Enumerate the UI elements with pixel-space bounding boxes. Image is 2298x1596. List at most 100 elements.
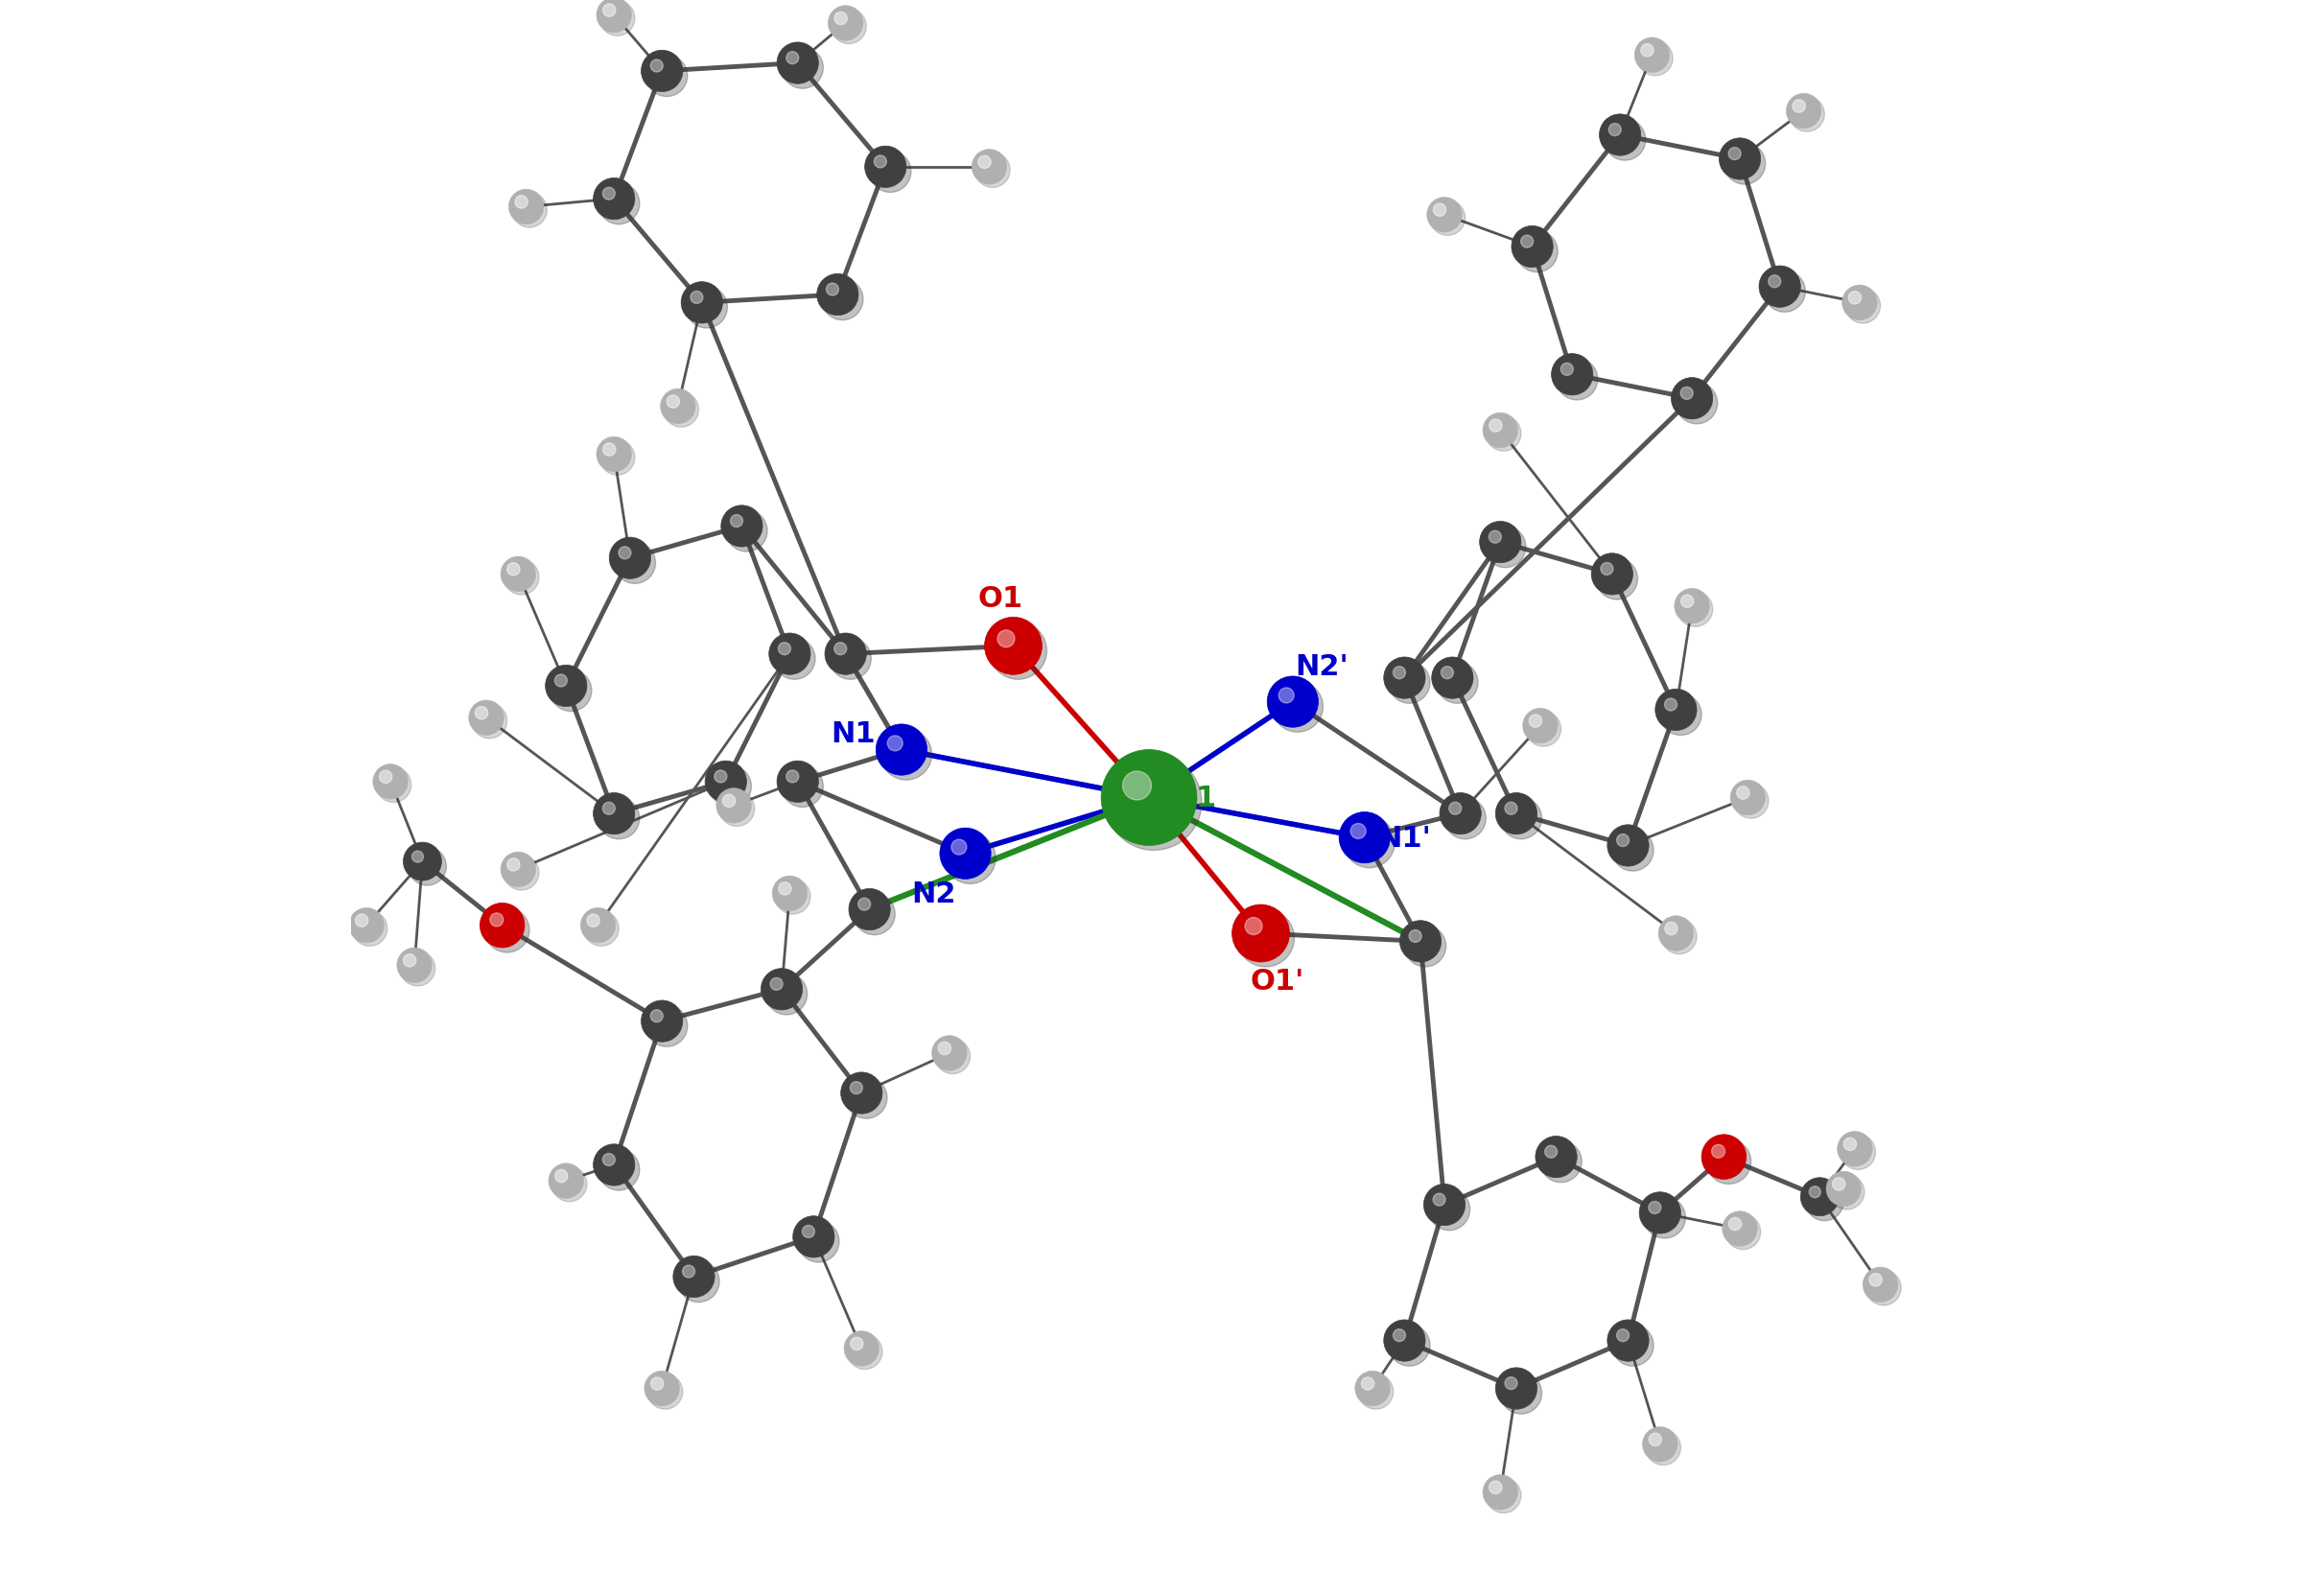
Circle shape <box>1678 592 1712 627</box>
Circle shape <box>1659 916 1694 951</box>
Circle shape <box>1266 677 1319 728</box>
Circle shape <box>1360 1377 1374 1390</box>
Circle shape <box>779 883 791 895</box>
Circle shape <box>609 538 650 579</box>
Circle shape <box>1590 554 1634 595</box>
Circle shape <box>650 61 664 73</box>
Circle shape <box>777 43 818 85</box>
Circle shape <box>1399 921 1441 962</box>
Circle shape <box>1101 750 1197 846</box>
Circle shape <box>834 13 848 26</box>
Circle shape <box>1606 825 1650 867</box>
Circle shape <box>508 859 519 871</box>
Circle shape <box>554 1170 568 1183</box>
Circle shape <box>1496 1368 1537 1409</box>
Circle shape <box>602 1154 616 1167</box>
Circle shape <box>1236 910 1294 967</box>
Circle shape <box>876 725 926 776</box>
Circle shape <box>1675 589 1710 624</box>
Circle shape <box>508 563 519 576</box>
Circle shape <box>1485 527 1526 568</box>
Circle shape <box>722 795 735 808</box>
Circle shape <box>984 618 1041 675</box>
Circle shape <box>503 855 540 891</box>
Circle shape <box>1273 681 1324 733</box>
Circle shape <box>1597 559 1638 600</box>
Circle shape <box>1769 276 1781 289</box>
Circle shape <box>1528 715 1542 728</box>
Circle shape <box>1604 120 1645 161</box>
Circle shape <box>1790 97 1825 132</box>
Circle shape <box>1517 231 1558 273</box>
Circle shape <box>777 761 818 803</box>
Circle shape <box>646 56 687 97</box>
Circle shape <box>476 707 487 720</box>
Circle shape <box>1864 1267 1898 1302</box>
Circle shape <box>602 444 616 456</box>
Circle shape <box>1609 124 1620 137</box>
Circle shape <box>770 978 784 991</box>
Circle shape <box>1246 918 1262 935</box>
Circle shape <box>1409 930 1422 943</box>
Circle shape <box>1707 1140 1751 1184</box>
Circle shape <box>411 851 423 863</box>
Circle shape <box>1827 1171 1861 1207</box>
Text: N2': N2' <box>1294 653 1349 681</box>
Circle shape <box>1383 1320 1425 1361</box>
Circle shape <box>846 1077 887 1119</box>
Circle shape <box>581 908 616 943</box>
Circle shape <box>793 1216 834 1258</box>
Circle shape <box>705 761 747 803</box>
Circle shape <box>1643 1197 1684 1238</box>
Circle shape <box>1487 417 1521 452</box>
Circle shape <box>1383 658 1425 699</box>
Circle shape <box>722 506 763 547</box>
Circle shape <box>602 803 616 816</box>
Circle shape <box>1802 1178 1838 1216</box>
Circle shape <box>402 843 441 881</box>
Circle shape <box>848 889 889 930</box>
Circle shape <box>549 1163 584 1199</box>
Circle shape <box>1680 595 1694 608</box>
Circle shape <box>552 1167 586 1202</box>
Circle shape <box>1664 699 1678 712</box>
Circle shape <box>997 630 1016 648</box>
Circle shape <box>1645 1430 1680 1465</box>
Circle shape <box>597 1149 639 1191</box>
Circle shape <box>1524 709 1558 744</box>
Circle shape <box>593 793 634 835</box>
Circle shape <box>641 1001 683 1042</box>
Circle shape <box>1680 388 1694 401</box>
Circle shape <box>515 196 529 209</box>
Circle shape <box>1719 139 1760 180</box>
Circle shape <box>1551 354 1593 396</box>
Circle shape <box>1730 780 1765 816</box>
Circle shape <box>1436 662 1478 704</box>
Circle shape <box>1501 1373 1542 1414</box>
Circle shape <box>781 766 823 808</box>
Circle shape <box>715 771 726 784</box>
Circle shape <box>685 287 728 329</box>
Circle shape <box>786 771 800 784</box>
Circle shape <box>1638 41 1673 77</box>
Circle shape <box>1613 830 1655 871</box>
Circle shape <box>944 833 995 884</box>
Circle shape <box>683 1266 694 1278</box>
Circle shape <box>951 839 967 855</box>
Circle shape <box>1758 267 1802 308</box>
Circle shape <box>1841 1135 1875 1170</box>
Circle shape <box>1526 712 1560 747</box>
Circle shape <box>597 798 639 839</box>
Circle shape <box>1659 694 1701 736</box>
Circle shape <box>990 622 1048 680</box>
Circle shape <box>825 634 866 675</box>
Circle shape <box>1866 1270 1900 1306</box>
Circle shape <box>1340 812 1390 863</box>
Circle shape <box>717 788 751 824</box>
Circle shape <box>650 1377 664 1390</box>
Circle shape <box>1560 364 1574 377</box>
Circle shape <box>1388 662 1429 704</box>
Circle shape <box>864 147 905 188</box>
Text: O1: O1 <box>979 584 1023 613</box>
Circle shape <box>1434 1194 1445 1207</box>
